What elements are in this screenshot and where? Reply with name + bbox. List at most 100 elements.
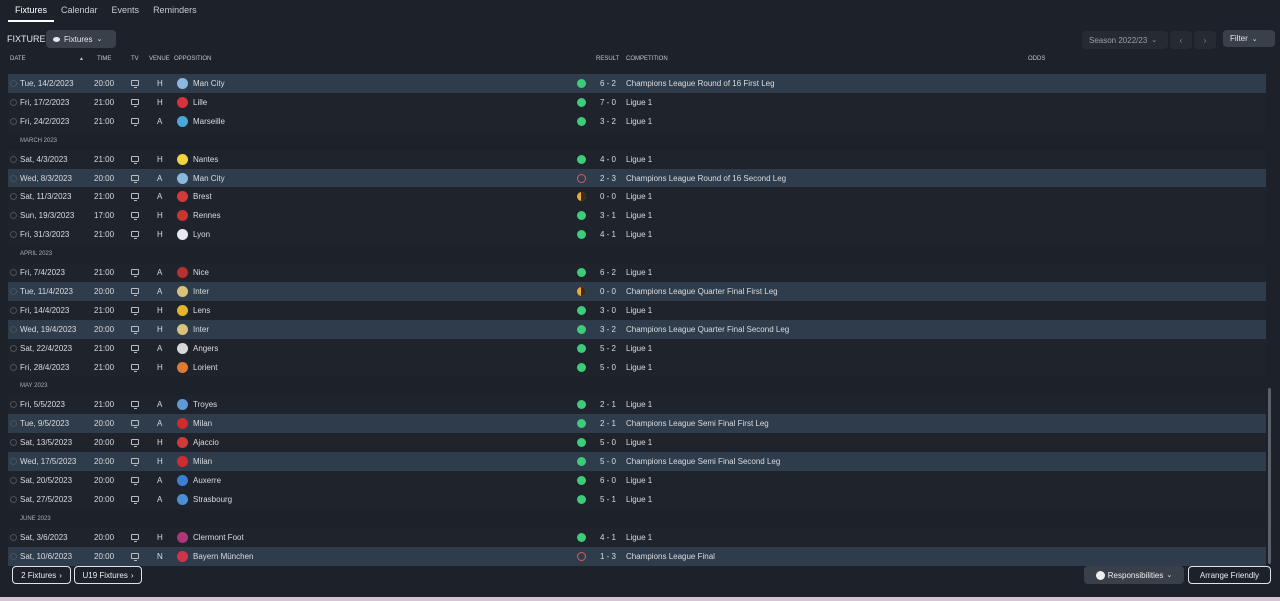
fixture-score[interactable]: 6 - 2 (600, 79, 617, 88)
fixture-row[interactable]: Fri, 7/4/2023 21:00 A Nice 6 - 2 Ligue 1 (8, 263, 1266, 282)
view-dropdown[interactable]: Fixtures ⌄ (46, 30, 116, 48)
select-indicator[interactable] (10, 117, 17, 125)
opposition-link[interactable]: Lyon (193, 230, 211, 240)
opposition-link[interactable]: Milan (193, 457, 213, 466)
tab-fixtures[interactable]: Fixtures (8, 0, 55, 22)
select-indicator[interactable] (10, 344, 17, 352)
u19-fixtures-button[interactable]: U19 Fixtures › (74, 566, 142, 584)
column-result[interactable]: RESULT (596, 56, 620, 62)
fixture-score[interactable]: 2 - 3 (600, 173, 617, 183)
select-indicator[interactable] (10, 363, 17, 371)
fixture-competition[interactable]: Champions League Quarter Final First Leg (626, 286, 778, 296)
responsibilities-button[interactable]: Responsibilities ⌄ (1084, 566, 1184, 584)
select-indicator[interactable] (10, 80, 17, 87)
select-indicator[interactable] (10, 287, 17, 295)
season-selector[interactable]: Season 2022/23 ⌄ (1082, 31, 1168, 49)
fixture-competition[interactable]: Ligue 1 (626, 211, 653, 221)
select-indicator[interactable] (10, 98, 17, 106)
fixture-score[interactable]: 3 - 2 (600, 116, 617, 126)
fixture-score[interactable]: 5 - 1 (600, 494, 617, 504)
fixture-competition[interactable]: Champions League Final (626, 551, 715, 561)
column-venue[interactable]: VENUE (149, 56, 170, 62)
select-indicator[interactable] (10, 269, 17, 276)
fixture-score[interactable]: 5 - 0 (600, 438, 617, 448)
opposition-link[interactable]: Nantes (193, 154, 219, 164)
scrollbar[interactable] (1268, 388, 1271, 564)
fixture-competition[interactable]: Ligue 1 (626, 438, 653, 448)
fixture-row[interactable]: Tue, 14/2/2023 20:00 H Man City 6 - 2 Champio… (8, 74, 1266, 93)
fixture-row[interactable]: Wed, 19/4/2023 20:00 H Inter 3 - 2 Champions … (8, 319, 1266, 339)
column-date[interactable]: DATE (10, 56, 26, 62)
fixture-score[interactable]: 4 - 1 (600, 532, 617, 542)
opposition-link[interactable]: Lille (193, 97, 208, 107)
fixture-competition[interactable]: Champions League Round of 16 Second Leg (626, 173, 787, 183)
opposition-link[interactable]: Inter (193, 324, 210, 334)
tab-events[interactable]: Events (111, 5, 140, 15)
select-indicator[interactable] (10, 476, 17, 484)
fixture-score[interactable]: 3 - 0 (600, 305, 617, 315)
fixture-row[interactable]: Fri, 5/5/2023 21:00 A Troyes 2 - 1 Ligue 1 (8, 395, 1266, 415)
fixture-row[interactable]: Sat, 11/3/2023 21:00 A Brest 0 - 0 Ligue 1 (8, 187, 1266, 207)
fixture-row[interactable]: Wed, 8/3/2023 20:00 A Man City 2 - 3 Champion… (8, 168, 1266, 188)
fixture-row[interactable]: Sat, 10/6/2023 20:00 N Bayern München 1 - 3 C… (8, 546, 1266, 566)
opposition-link[interactable]: Auxerre (193, 475, 222, 485)
tab-calendar[interactable]: Calendar (61, 5, 98, 15)
fixture-row[interactable]: Sat, 4/3/2023 21:00 H Nantes 4 - 0 Ligue 1 (8, 149, 1266, 169)
opposition-link[interactable]: Rennes (193, 211, 221, 221)
opposition-link[interactable]: Man City (193, 173, 225, 183)
fixture-score[interactable]: 4 - 0 (600, 154, 617, 164)
fixture-score[interactable]: 1 - 3 (600, 551, 617, 561)
select-indicator[interactable] (10, 231, 17, 239)
fixture-row[interactable]: Fri, 14/4/2023 21:00 H Lens 3 - 0 Ligue 1 (8, 300, 1266, 320)
arrange-friendly-button[interactable]: Arrange Friendly (1188, 566, 1271, 584)
column-time[interactable]: TIME (97, 56, 112, 62)
select-indicator[interactable] (10, 439, 17, 447)
fixture-competition[interactable]: Ligue 1 (626, 362, 653, 372)
fixture-competition[interactable]: Ligue 1 (626, 494, 653, 504)
fixture-row[interactable]: Fri, 28/4/2023 21:00 H Lorient 5 - 0 Ligue 1 (8, 357, 1266, 377)
fixture-score[interactable]: 5 - 0 (600, 457, 617, 466)
fixture-score[interactable]: 5 - 0 (600, 362, 617, 372)
select-indicator[interactable] (10, 306, 17, 314)
fixture-score[interactable]: 6 - 2 (600, 268, 617, 277)
select-indicator[interactable] (10, 495, 17, 503)
opposition-link[interactable]: Marseille (193, 116, 226, 126)
select-indicator[interactable] (10, 533, 17, 541)
fixture-competition[interactable]: Ligue 1 (626, 154, 653, 164)
fixture-score[interactable]: 6 - 0 (600, 475, 617, 485)
fixture-competition[interactable]: Ligue 1 (626, 400, 653, 410)
fixture-score[interactable]: 3 - 1 (600, 211, 617, 221)
fixture-row[interactable]: Tue, 9/5/2023 20:00 A Milan 2 - 1 Champions L… (8, 414, 1266, 434)
fixture-competition[interactable]: Ligue 1 (626, 475, 653, 485)
fixture-competition[interactable]: Ligue 1 (626, 305, 653, 315)
opposition-link[interactable]: Bayern München (193, 551, 254, 561)
select-indicator[interactable] (10, 174, 17, 182)
fixture-competition[interactable]: Champions League Semi Final Second Leg (626, 457, 781, 466)
tab-reminders[interactable]: Reminders (153, 5, 197, 15)
fixture-row[interactable]: Wed, 17/5/2023 20:00 H Milan 5 - 0 Champions … (8, 452, 1266, 471)
fixture-competition[interactable]: Champions League Semi Final First Leg (626, 419, 769, 429)
fixture-competition[interactable]: Ligue 1 (626, 97, 653, 107)
fixture-competition[interactable]: Ligue 1 (626, 532, 653, 542)
select-indicator[interactable] (10, 420, 17, 428)
fixture-row[interactable]: Fri, 17/2/2023 21:00 H Lille 7 - 0 Ligue 1 (8, 92, 1266, 112)
opposition-link[interactable]: Brest (193, 192, 212, 202)
fixture-score[interactable]: 0 - 0 (600, 192, 617, 202)
opposition-link[interactable]: Lorient (193, 362, 218, 372)
select-indicator[interactable] (10, 193, 17, 201)
fixture-row[interactable]: Sat, 22/4/2023 21:00 A Angers 5 - 2 Ligue 1 (8, 338, 1266, 358)
fixture-row[interactable]: Sun, 19/3/2023 17:00 H Rennes 3 - 1 Ligue 1 (8, 206, 1266, 226)
opposition-link[interactable]: Man City (193, 79, 225, 88)
opposition-link[interactable]: Ajaccio (193, 438, 219, 448)
fixture-competition[interactable]: Champions League Round of 16 First Leg (626, 79, 775, 88)
fixture-row[interactable]: Fri, 24/2/2023 21:00 A Marseille 3 - 2 Ligue … (8, 111, 1266, 131)
select-indicator[interactable] (10, 458, 17, 465)
column-opposition[interactable]: OPPOSITION (174, 56, 212, 62)
fixture-competition[interactable]: Ligue 1 (626, 268, 653, 277)
previous-season-button[interactable]: ‹ (1170, 31, 1192, 49)
fixture-score[interactable]: 2 - 1 (600, 419, 617, 429)
fixture-score[interactable]: 3 - 2 (600, 324, 617, 334)
fixture-score[interactable]: 2 - 1 (600, 400, 617, 410)
opposition-link[interactable]: Inter (193, 286, 210, 296)
fixture-row[interactable]: Tue, 11/4/2023 20:00 A Inter 0 - 0 Champions … (8, 281, 1266, 301)
